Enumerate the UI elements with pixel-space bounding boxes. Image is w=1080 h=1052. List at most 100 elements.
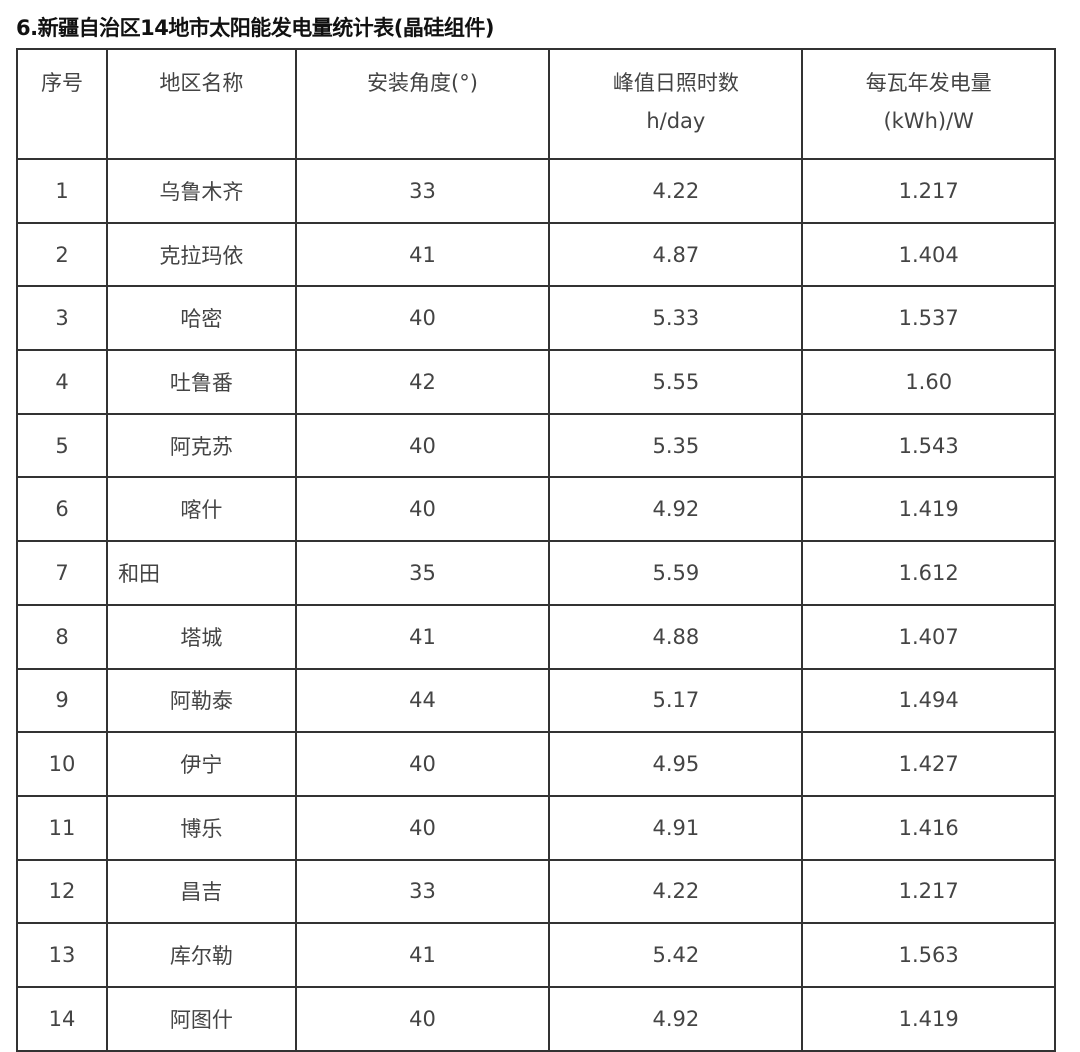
cell-annual-output: 1.217 bbox=[801, 858, 1056, 925]
cell-annual-output: 1.427 bbox=[801, 731, 1056, 797]
cell-angle: 40 bbox=[294, 794, 551, 861]
cell-peak-hours: 5.42 bbox=[548, 922, 804, 988]
cell-annual-output: 1.543 bbox=[801, 412, 1056, 479]
cell-peak-hours: 4.22 bbox=[548, 858, 804, 925]
cell-angle: 35 bbox=[294, 540, 551, 606]
cell-index: 2 bbox=[15, 221, 109, 288]
cell-annual-output: 1.407 bbox=[801, 603, 1056, 670]
cell-annual-output: 1.419 bbox=[801, 476, 1056, 543]
cell-angle: 33 bbox=[294, 158, 551, 224]
cell-peak-hours: 5.59 bbox=[548, 540, 804, 606]
cell-region: 吐鲁番 bbox=[106, 349, 297, 415]
header-unit: (kWh)/W bbox=[883, 109, 974, 133]
cell-index: 8 bbox=[15, 603, 109, 670]
table-row: 4 吐鲁番 42 5.55 1.60 bbox=[15, 349, 1056, 415]
cell-annual-output: 1.416 bbox=[801, 794, 1056, 861]
cell-peak-hours: 5.55 bbox=[548, 349, 804, 415]
cell-region: 喀什 bbox=[106, 476, 297, 543]
cell-peak-hours: 4.91 bbox=[548, 794, 804, 861]
cell-region: 伊宁 bbox=[106, 731, 297, 797]
cell-region: 乌鲁木齐 bbox=[106, 158, 297, 224]
table-row: 9 阿勒泰 44 5.17 1.494 bbox=[15, 667, 1056, 734]
cell-annual-output: 1.419 bbox=[801, 985, 1056, 1052]
cell-peak-hours: 4.95 bbox=[548, 731, 804, 797]
table-row: 2 克拉玛依 41 4.87 1.404 bbox=[15, 221, 1056, 288]
cell-angle: 41 bbox=[294, 922, 551, 988]
cell-index: 13 bbox=[15, 922, 109, 988]
cell-region: 塔城 bbox=[106, 603, 297, 670]
cell-index: 9 bbox=[15, 667, 109, 734]
cell-index: 7 bbox=[15, 540, 109, 606]
table-row: 6 喀什 40 4.92 1.419 bbox=[15, 476, 1056, 543]
table-row: 11 博乐 40 4.91 1.416 bbox=[15, 794, 1056, 861]
table-row: 10 伊宁 40 4.95 1.427 bbox=[15, 731, 1056, 797]
cell-index: 1 bbox=[15, 158, 109, 224]
cell-index: 14 bbox=[15, 985, 109, 1052]
cell-angle: 44 bbox=[294, 667, 551, 734]
header-label: 地区名称 bbox=[159, 71, 244, 95]
header-label: 每瓦年发电量 bbox=[865, 71, 992, 95]
header-annual-output: 每瓦年发电量 (kWh)/W bbox=[801, 48, 1056, 160]
cell-index: 4 bbox=[15, 349, 109, 415]
cell-annual-output: 1.612 bbox=[801, 540, 1056, 606]
table-title: 6.新疆自治区14地市太阳能发电量统计表(晶硅组件) bbox=[16, 16, 495, 40]
cell-peak-hours: 4.87 bbox=[548, 221, 804, 288]
header-unit: h/day bbox=[646, 109, 706, 133]
cell-angle: 41 bbox=[294, 221, 551, 288]
cell-region: 和田 bbox=[106, 540, 297, 606]
header-region: 地区名称 bbox=[106, 48, 297, 160]
cell-index: 10 bbox=[15, 731, 109, 797]
cell-angle: 42 bbox=[294, 349, 551, 415]
cell-peak-hours: 5.35 bbox=[548, 412, 804, 479]
cell-region: 哈密 bbox=[106, 285, 297, 352]
header-angle: 安装角度(°) bbox=[294, 48, 551, 160]
cell-region: 昌吉 bbox=[106, 858, 297, 925]
header-peak-hours: 峰值日照时数 h/day bbox=[548, 48, 804, 160]
header-label: 安装角度(°) bbox=[367, 71, 478, 95]
header-index: 序号 bbox=[15, 48, 109, 160]
cell-angle: 40 bbox=[294, 985, 551, 1052]
table-row: 5 阿克苏 40 5.35 1.543 bbox=[15, 412, 1056, 479]
table-row: 7 和田 35 5.59 1.612 bbox=[15, 540, 1056, 606]
cell-annual-output: 1.60 bbox=[801, 349, 1056, 415]
cell-angle: 40 bbox=[294, 731, 551, 797]
header-label: 峰值日照时数 bbox=[612, 71, 739, 95]
cell-angle: 40 bbox=[294, 412, 551, 479]
table-body: 1 乌鲁木齐 33 4.22 1.217 2 克拉玛依 41 4.87 1.404 3 哈密 40 5.3… bbox=[15, 158, 1056, 1052]
cell-peak-hours: 4.92 bbox=[548, 476, 804, 543]
cell-index: 5 bbox=[15, 412, 109, 479]
cell-peak-hours: 4.88 bbox=[548, 603, 804, 670]
cell-index: 6 bbox=[15, 476, 109, 543]
cell-peak-hours: 5.17 bbox=[548, 667, 804, 734]
cell-angle: 40 bbox=[294, 476, 551, 543]
cell-peak-hours: 5.33 bbox=[548, 285, 804, 352]
cell-index: 11 bbox=[15, 794, 109, 861]
table-row: 13 库尔勒 41 5.42 1.563 bbox=[15, 922, 1056, 988]
cell-angle: 40 bbox=[294, 285, 551, 352]
header-row: 序号 地区名称 安装角度(°) 峰值日照时数 h/day 每瓦年发电量 (kWh)/… bbox=[15, 48, 1056, 160]
cell-annual-output: 1.537 bbox=[801, 285, 1056, 352]
table-row: 8 塔城 41 4.88 1.407 bbox=[15, 603, 1056, 670]
table-row: 1 乌鲁木齐 33 4.22 1.217 bbox=[15, 158, 1056, 224]
table-row: 3 哈密 40 5.33 1.537 bbox=[15, 285, 1056, 352]
cell-peak-hours: 4.22 bbox=[548, 158, 804, 224]
cell-region: 克拉玛依 bbox=[106, 221, 297, 288]
cell-index: 3 bbox=[15, 285, 109, 352]
cell-region: 阿勒泰 bbox=[106, 667, 297, 734]
cell-annual-output: 1.217 bbox=[801, 158, 1056, 224]
cell-angle: 41 bbox=[294, 603, 551, 670]
cell-region: 阿克苏 bbox=[106, 412, 297, 479]
cell-peak-hours: 4.92 bbox=[548, 985, 804, 1052]
cell-annual-output: 1.494 bbox=[801, 667, 1056, 734]
cell-region: 博乐 bbox=[106, 794, 297, 861]
cell-angle: 33 bbox=[294, 858, 551, 925]
cell-annual-output: 1.563 bbox=[801, 922, 1056, 988]
cell-region: 阿图什 bbox=[106, 985, 297, 1052]
table-row: 12 昌吉 33 4.22 1.217 bbox=[15, 858, 1056, 925]
cell-index: 12 bbox=[15, 858, 109, 925]
table-row: 14 阿图什 40 4.92 1.419 bbox=[15, 985, 1056, 1052]
solar-statistics-table: 序号 地区名称 安装角度(°) 峰值日照时数 h/day 每瓦年发电量 (kWh)/… bbox=[15, 48, 1056, 1052]
cell-region: 库尔勒 bbox=[106, 922, 297, 988]
cell-annual-output: 1.404 bbox=[801, 221, 1056, 288]
header-label: 序号 bbox=[41, 71, 84, 95]
